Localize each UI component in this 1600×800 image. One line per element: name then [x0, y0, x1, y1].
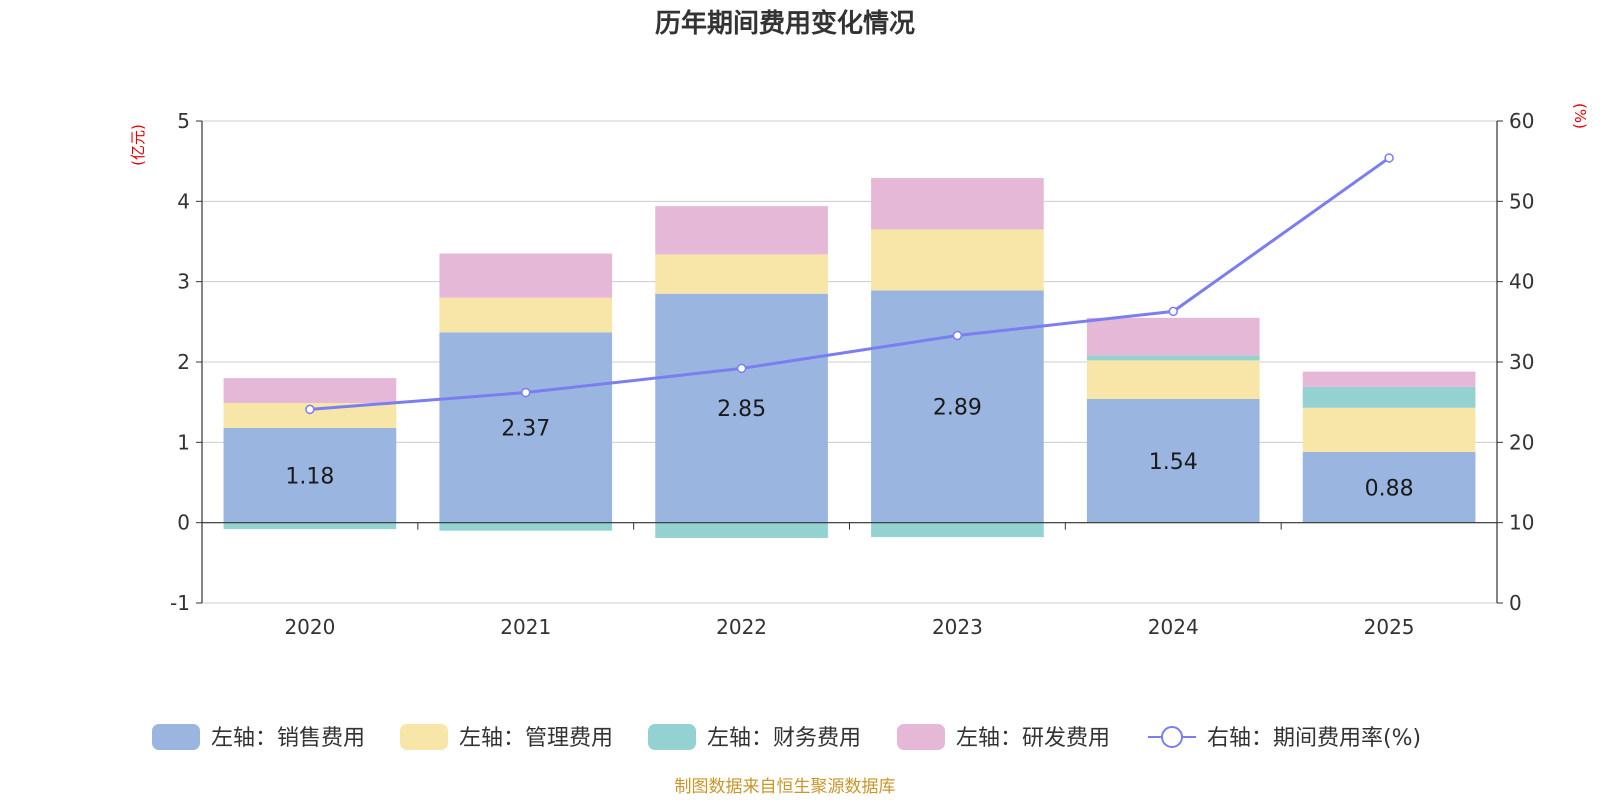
bar-segment [655, 522, 828, 538]
bar-segment [655, 254, 828, 294]
bar-segment [223, 378, 397, 403]
chart-title: 历年期间费用变化情况 [655, 8, 915, 39]
bar-segment [1302, 386, 1476, 408]
legend-item[interactable]: 左轴：研发费用 [897, 724, 1110, 751]
bar-segment [223, 522, 397, 530]
bar-segment [439, 253, 613, 298]
category-label: 2024 [1148, 615, 1199, 639]
rate-point [736, 363, 747, 374]
legend-label: 右轴：期间费用率(%) [1207, 726, 1421, 751]
legend-label: 左轴：财务费用 [707, 726, 861, 751]
rate-point [1384, 153, 1394, 163]
legend-swatch [400, 724, 448, 750]
bar-segment [655, 293, 828, 523]
rate-point [521, 387, 531, 398]
rate-point [952, 330, 963, 341]
bar-value-label: 1.54 [1149, 450, 1198, 475]
bar-segment [655, 206, 828, 255]
right-tick-label: 60 [1509, 109, 1534, 133]
bar-segment [1302, 451, 1476, 523]
bar-segment [1086, 360, 1260, 399]
bar-series [223, 178, 1476, 538]
category-label: 2020 [284, 615, 335, 639]
bar-segment [439, 297, 613, 333]
legend-label: 左轴：管理费用 [459, 726, 613, 751]
right-tick-label: 0 [1509, 591, 1522, 615]
left-tick-label: 0 [177, 511, 190, 535]
left-tick-label: 1 [177, 430, 190, 454]
rate-point [1168, 306, 1178, 317]
legend-item[interactable]: 左轴：财务费用 [648, 724, 861, 751]
legend-circle-swatch [1161, 726, 1183, 748]
right-tick-label: 20 [1509, 430, 1534, 454]
data-source-note: 制图数据来自恒生聚源数据库 [675, 777, 896, 797]
legend-swatch [152, 724, 200, 750]
grid-lines [202, 120, 1497, 604]
bar-segment [1302, 407, 1476, 452]
legend-label: 左轴：研发费用 [956, 726, 1110, 751]
right-tick-label: 50 [1509, 189, 1534, 213]
bar-segment [1086, 398, 1260, 523]
bar-segment [223, 427, 397, 523]
left-tick-label: -1 [170, 591, 190, 615]
bar-segment [871, 178, 1044, 230]
rate-point [305, 404, 315, 415]
right-tick-label: 40 [1509, 270, 1534, 294]
bar-segment [871, 522, 1044, 538]
legend-item[interactable]: 右轴：期间费用率(%) [1148, 726, 1421, 751]
category-label: 2023 [932, 615, 983, 639]
category-label: 2021 [500, 615, 551, 639]
left-tick-label: 5 [177, 109, 190, 133]
right-tick-label: 30 [1509, 350, 1534, 374]
rate-line [309, 156, 1390, 411]
legend-item[interactable]: 左轴：销售费用 [152, 724, 365, 751]
bar-segment [871, 229, 1044, 291]
bar-segment [1086, 355, 1260, 361]
rate-line-series [305, 153, 1394, 415]
left-tick-label: 4 [177, 189, 190, 213]
category-label: 2022 [716, 615, 767, 639]
bar-value-label: 2.37 [501, 416, 550, 441]
left-axis-unit: (亿元) [129, 124, 147, 166]
legend: 左轴：销售费用 左轴：管理费用 左轴：财务费用 左轴：研发费用 右轴：期间费用率(%) [152, 724, 1421, 751]
legend-label: 左轴：销售费用 [211, 726, 365, 751]
bar-segment [439, 522, 613, 531]
left-tick-label: 2 [177, 350, 190, 374]
left-tick-label: 3 [177, 270, 190, 294]
category-label: 2025 [1364, 615, 1415, 639]
bar-segment [1086, 317, 1260, 356]
right-tick-label: 10 [1509, 511, 1534, 535]
bar-value-label: 1.18 [285, 464, 334, 489]
bar-segment [1302, 371, 1476, 387]
data-labels: 1.18 2.37 2.85 2.89 1.54 0.88 [285, 396, 1413, 502]
bar-segment [439, 332, 613, 523]
bar-value-label: 2.85 [717, 397, 766, 422]
legend-swatch [648, 724, 696, 750]
legend-item[interactable]: 左轴：管理费用 [400, 724, 613, 751]
right-axis-unit: (%) [1571, 103, 1589, 129]
legend-swatch [897, 724, 945, 750]
bar-value-label: 0.88 [1365, 476, 1414, 501]
bar-value-label: 2.89 [933, 396, 982, 421]
